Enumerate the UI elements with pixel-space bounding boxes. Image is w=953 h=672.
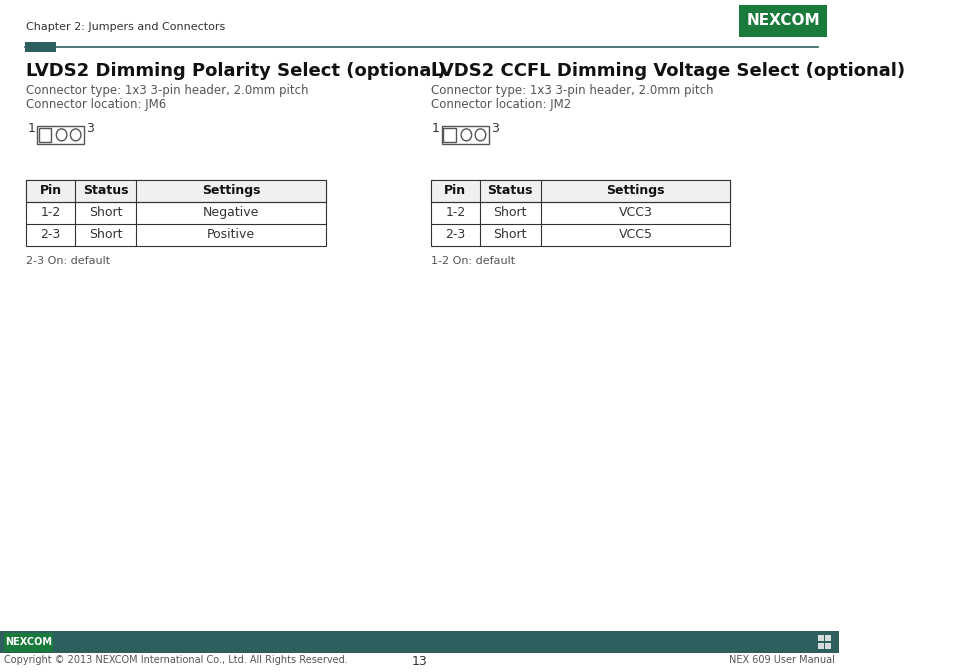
Text: 13: 13: [412, 655, 427, 669]
Text: VCC5: VCC5: [618, 228, 652, 241]
Bar: [25, 42, 56, 52]
Text: Connector type: 1x3 3-pin header, 2.0mm pitch: Connector type: 1x3 3-pin header, 2.0mm …: [27, 84, 309, 97]
Text: 1-2: 1-2: [40, 206, 61, 219]
Circle shape: [475, 129, 485, 141]
Text: 3: 3: [491, 122, 498, 135]
Text: Connector type: 1x3 3-pin header, 2.0mm pitch: Connector type: 1x3 3-pin header, 2.0mm …: [431, 84, 713, 97]
Bar: [441, 126, 489, 144]
Text: 2-3: 2-3: [445, 228, 465, 241]
Bar: [824, 635, 830, 641]
Text: Positive: Positive: [207, 228, 254, 241]
Text: NEXCOM: NEXCOM: [5, 637, 51, 647]
Text: Short: Short: [89, 206, 122, 219]
Circle shape: [56, 129, 67, 141]
Bar: [0, 632, 839, 653]
Text: 2-3 On: default: 2-3 On: default: [27, 256, 111, 265]
Bar: [27, 180, 325, 202]
Text: Settings: Settings: [606, 184, 664, 198]
Text: 3: 3: [86, 122, 94, 135]
Text: Pin: Pin: [39, 184, 62, 198]
Circle shape: [460, 129, 471, 141]
Bar: [5, 633, 52, 653]
Text: 1: 1: [28, 122, 35, 135]
Text: 1-2 On: default: 1-2 On: default: [431, 256, 515, 265]
Text: LVDS2 CCFL Dimming Voltage Select (optional): LVDS2 CCFL Dimming Voltage Select (optio…: [431, 62, 904, 80]
Text: NEXCOM: NEXCOM: [745, 13, 820, 28]
Text: Pin: Pin: [444, 184, 466, 198]
Bar: [443, 128, 456, 142]
Bar: [824, 643, 830, 649]
Bar: [431, 180, 730, 246]
Bar: [39, 128, 51, 142]
Text: Status: Status: [487, 184, 533, 198]
Text: Short: Short: [493, 206, 527, 219]
Text: Short: Short: [493, 228, 527, 241]
Bar: [37, 126, 85, 144]
Text: NEX 609 User Manual: NEX 609 User Manual: [728, 655, 834, 665]
Bar: [818, 643, 822, 649]
Text: Chapter 2: Jumpers and Connectors: Chapter 2: Jumpers and Connectors: [27, 22, 226, 32]
Text: Connector location: JM2: Connector location: JM2: [431, 98, 571, 111]
Text: Negative: Negative: [203, 206, 259, 219]
Text: 2-3: 2-3: [40, 228, 61, 241]
Text: Copyright © 2013 NEXCOM International Co., Ltd. All Rights Reserved.: Copyright © 2013 NEXCOM International Co…: [5, 655, 348, 665]
Text: Settings: Settings: [201, 184, 260, 198]
Bar: [431, 180, 730, 202]
Text: Connector location: JM6: Connector location: JM6: [27, 98, 167, 111]
Text: LVDS2 Dimming Polarity Select (optional): LVDS2 Dimming Polarity Select (optional): [27, 62, 446, 80]
Bar: [818, 635, 822, 641]
Text: VCC3: VCC3: [618, 206, 652, 219]
FancyBboxPatch shape: [739, 5, 826, 37]
Text: 1-2: 1-2: [445, 206, 465, 219]
Circle shape: [71, 129, 81, 141]
Bar: [27, 180, 325, 246]
Text: Status: Status: [83, 184, 129, 198]
Text: 1: 1: [432, 122, 439, 135]
Text: Short: Short: [89, 228, 122, 241]
